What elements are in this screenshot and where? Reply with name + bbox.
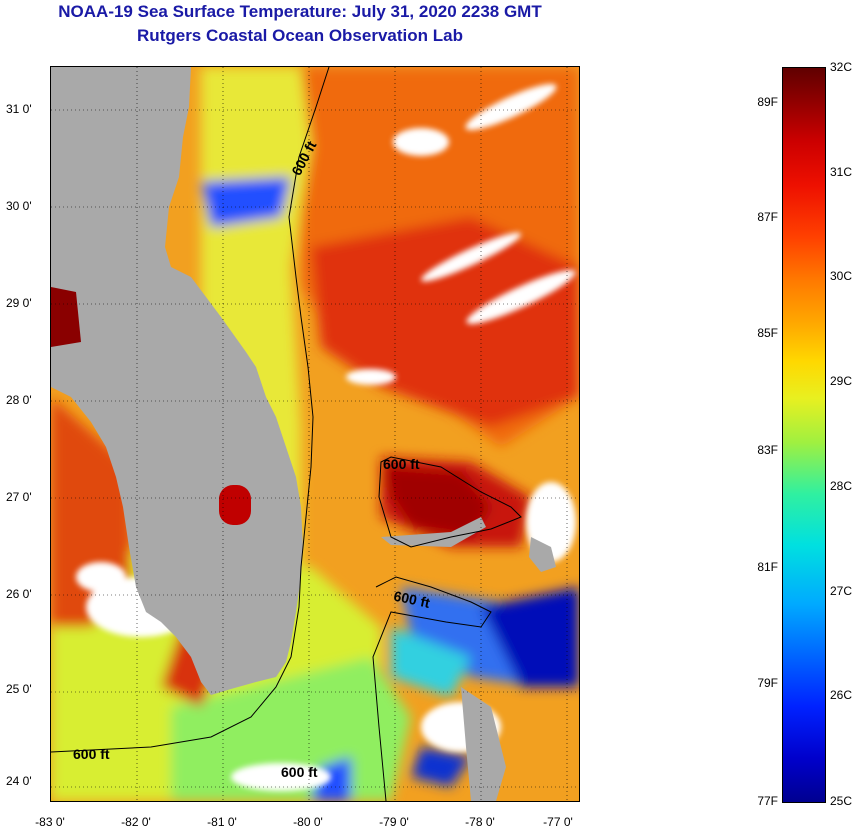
colorbar-f-label: 85F (757, 326, 778, 340)
lon-label: -82 0' (121, 815, 151, 829)
lat-label: 28 0' (6, 393, 32, 407)
isobath-line (51, 67, 330, 753)
cyan-transition (391, 627, 471, 697)
cloud-patch (466, 270, 576, 324)
colorbar-c-label: 30C (830, 269, 853, 283)
lon-label: -83 0' (35, 815, 65, 829)
colorbar-c-label: 28C (830, 479, 853, 493)
contour-label: 600 ft (383, 456, 420, 472)
graticule (51, 67, 579, 801)
colorbar-c-label: 25C (830, 794, 853, 808)
cold-upwelling-ne (201, 177, 291, 227)
bahamas-islets (529, 537, 556, 572)
cold-southern-patch (411, 747, 471, 787)
lon-label: -78 0' (465, 815, 495, 829)
sst-map[interactable]: 600 ft 600 ft 600 ft 600 ft 600 ft (50, 66, 580, 802)
temperature-colorbar (782, 67, 826, 803)
cloud-patch (76, 562, 126, 592)
cloud-patch (421, 232, 521, 282)
cloud-patch (393, 128, 449, 156)
florida-land (51, 67, 303, 695)
cloud-patch (346, 369, 396, 385)
colorbar-f-label: 89F (757, 95, 778, 109)
map-subtitle: Rutgers Coastal Ocean Observation Lab (137, 26, 463, 45)
lon-label: -80 0' (293, 815, 323, 829)
big-bend-coast (51, 287, 81, 347)
lat-label: 26 0' (6, 587, 32, 601)
lon-label: -79 0' (379, 815, 409, 829)
lat-label: 29 0' (6, 296, 32, 310)
lon-label: -77 0' (543, 815, 573, 829)
colorbar-f-label: 83F (757, 443, 778, 457)
colorbar-f-label: 79F (757, 676, 778, 690)
lat-label: 24 0' (6, 774, 32, 788)
colorbar-f-label: 81F (757, 560, 778, 574)
colorbar-c-label: 29C (830, 374, 853, 388)
lat-label: 27 0' (6, 490, 32, 504)
cloud-patch (231, 763, 331, 791)
cold-deep-region (481, 587, 579, 687)
grand-bahama (381, 517, 486, 547)
colorbar-f-label: 87F (757, 210, 778, 224)
lon-label: -81 0' (207, 815, 237, 829)
contour-label: 600 ft (281, 764, 318, 780)
colorbar-f-label: 77F (757, 794, 778, 808)
map-title: NOAA-19 Sea Surface Temperature: July 31… (58, 2, 542, 21)
lat-label: 25 0' (6, 682, 32, 696)
lat-label: 31 0' (6, 102, 32, 116)
colorbar-c-label: 26C (830, 688, 853, 702)
isobath-line (378, 456, 522, 548)
contour-label: 600 ft (392, 588, 431, 611)
andros-island (461, 687, 506, 801)
colorbar-c-label: 31C (830, 165, 853, 179)
lake-okeechobee (219, 485, 251, 525)
lat-label: 30 0' (6, 199, 32, 213)
cloud-patch (465, 84, 557, 130)
contour-label: 600 ft (73, 746, 110, 762)
colorbar-c-label: 32C (830, 60, 853, 74)
colorbar-c-label: 27C (830, 584, 853, 598)
very-hot-bank (386, 467, 491, 537)
cold-keys-patch (311, 757, 351, 801)
